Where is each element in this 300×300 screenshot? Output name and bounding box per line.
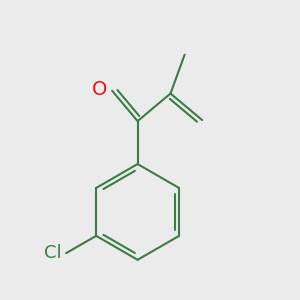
Text: Cl: Cl [44, 244, 61, 262]
Text: O: O [92, 80, 107, 99]
